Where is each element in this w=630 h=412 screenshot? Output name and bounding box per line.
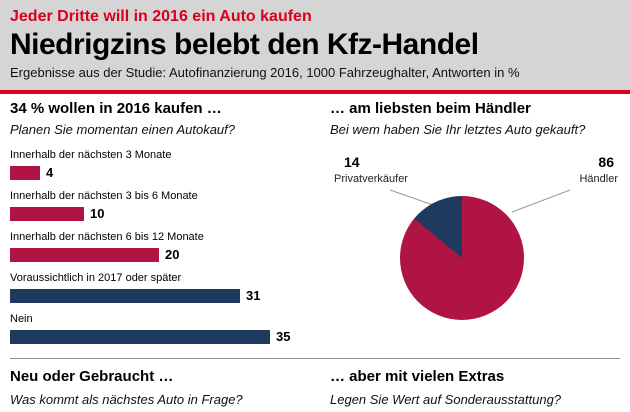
- bar: [10, 329, 270, 344]
- header: Jeder Dritte will in 2016 ein Auto kaufe…: [0, 0, 630, 90]
- bar-row: Innerhalb der nächsten 3 Monate 4: [10, 148, 315, 180]
- bar-value: 31: [246, 288, 261, 303]
- footer-right-title: … aber mit vielen Extras: [330, 368, 505, 385]
- pie: [400, 196, 524, 320]
- pie-callout-haendler: 86 Händler: [579, 154, 618, 186]
- leader-line-right: [511, 189, 571, 213]
- pie-chart-question: Bei wem haben Sie Ihr letztes Auto gekau…: [330, 122, 586, 137]
- pie-value: 86: [598, 154, 614, 170]
- bar-value: 20: [165, 247, 180, 262]
- bar-label: Nein: [10, 313, 33, 325]
- bar-row: Voraussichtlich in 2017 oder später 31: [10, 271, 315, 303]
- red-divider: [0, 90, 630, 94]
- bar-chart-title: 34 % wollen in 2016 kaufen …: [10, 100, 222, 117]
- bar-label: Voraussichtlich in 2017 oder später: [10, 272, 182, 284]
- bar: [10, 206, 84, 221]
- pie-label: Händler: [579, 173, 618, 185]
- bar: [10, 165, 40, 180]
- pie-label: Privatverkäufer: [334, 173, 408, 185]
- footer-right-question: Legen Sie Wert auf Sonderausstattung?: [330, 392, 562, 407]
- bar-row: Nein 35: [10, 312, 315, 344]
- bar-value: 4: [46, 165, 54, 180]
- pie-chart-section: … am liebsten beim Händler Bei wem haben…: [330, 100, 622, 358]
- pie-leader-lines: [389, 189, 571, 213]
- pie-callout-privatverkaeufer: 14 Privatverkäufer: [334, 154, 408, 186]
- footer-left-question: Was kommt als nächstes Auto in Frage?: [10, 392, 243, 407]
- bar-row: Innerhalb der nächsten 6 bis 12 Monate 20: [10, 230, 315, 262]
- bar-label: Innerhalb der nächsten 6 bis 12 Monate: [10, 231, 204, 243]
- bar-chart-question: Planen Sie momentan einen Autokauf?: [10, 122, 236, 137]
- bar-chart-section: 34 % wollen in 2016 kaufen … Planen Sie …: [10, 100, 315, 353]
- pie-chart-title: … am liebsten beim Händler: [330, 100, 531, 117]
- bar: [10, 247, 159, 262]
- page-title: Niedrigzins belebt den Kfz-Handel: [10, 28, 479, 61]
- footer-section-left: Neu oder Gebraucht … Was kommt als nächs…: [10, 368, 310, 408]
- kicker-text: Jeder Dritte will in 2016 ein Auto kaufe…: [10, 8, 312, 25]
- bar: [10, 288, 240, 303]
- page-subtitle: Ergebnisse aus der Studie: Autofinanzier…: [10, 65, 520, 80]
- gray-divider: [10, 358, 620, 359]
- pie-value: 14: [344, 154, 360, 170]
- bar-row: Innerhalb der nächsten 3 bis 6 Monate 10: [10, 189, 315, 221]
- bar-value: 10: [90, 206, 105, 221]
- footer-left-title: Neu oder Gebraucht …: [10, 368, 174, 385]
- bar-value: 35: [276, 329, 291, 344]
- bar-label: Innerhalb der nächsten 3 bis 6 Monate: [10, 190, 198, 202]
- footer-section-right: … aber mit vielen Extras Legen Sie Wert …: [330, 368, 622, 408]
- leader-line-left: [389, 189, 437, 207]
- bar-label: Innerhalb der nächsten 3 Monate: [10, 149, 172, 161]
- bar-chart: Innerhalb der nächsten 3 Monate 4 Innerhal…: [10, 148, 315, 344]
